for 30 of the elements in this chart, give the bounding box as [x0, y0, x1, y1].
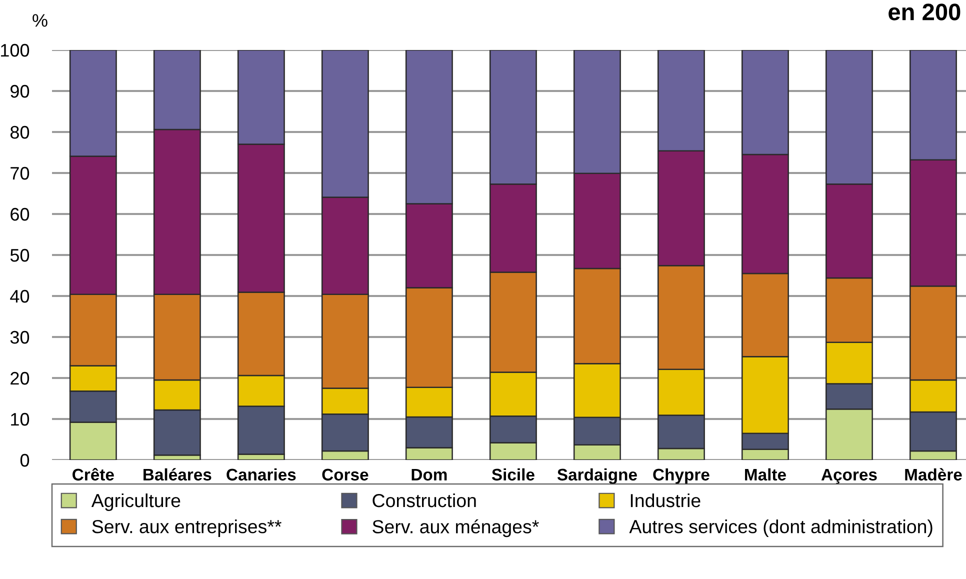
y-tick-label: 10	[11, 412, 30, 426]
y-tick-label: 90	[10, 84, 30, 98]
legend-label: Construction	[372, 493, 476, 508]
x-tick-label: Crête	[72, 468, 114, 481]
y-tick-label: 20	[10, 372, 30, 385]
y-tick-label: 100	[1, 44, 30, 57]
legend-label: Agriculture	[91, 493, 180, 511]
y-tick-label: 60	[10, 208, 30, 221]
x-tick-label: Madère	[905, 468, 962, 481]
y-tick-label: 40	[10, 290, 30, 303]
y-tick-label: 80	[10, 126, 30, 139]
chart-title: en 200	[888, 4, 960, 20]
x-tick-label: Açores	[821, 468, 877, 484]
y-tick-label: 30	[10, 330, 30, 344]
x-tick-label: Corse	[322, 468, 368, 481]
x-tick-label: Chypre	[653, 468, 710, 484]
legend-label: Serv. aux entreprises**	[92, 519, 282, 537]
x-tick-label: Sicile	[492, 468, 534, 481]
x-tick-label: Baléares	[144, 468, 212, 481]
x-tick-label: Dom	[412, 468, 447, 481]
x-tick-label: Sardaigne	[557, 468, 637, 484]
legend-label: Autres services (dont administration)	[629, 519, 932, 537]
y-tick-label: 70	[10, 166, 30, 180]
legend-label: Industrie	[630, 493, 700, 508]
x-tick-label: Canaries	[226, 468, 296, 481]
x-tick-label: Malte	[745, 468, 786, 481]
y-tick-label: 0	[20, 454, 30, 467]
y-tick-label: 50	[10, 248, 30, 262]
legend-label: Serv. aux ménages*	[372, 519, 539, 538]
y-axis-title: %	[32, 14, 48, 27]
